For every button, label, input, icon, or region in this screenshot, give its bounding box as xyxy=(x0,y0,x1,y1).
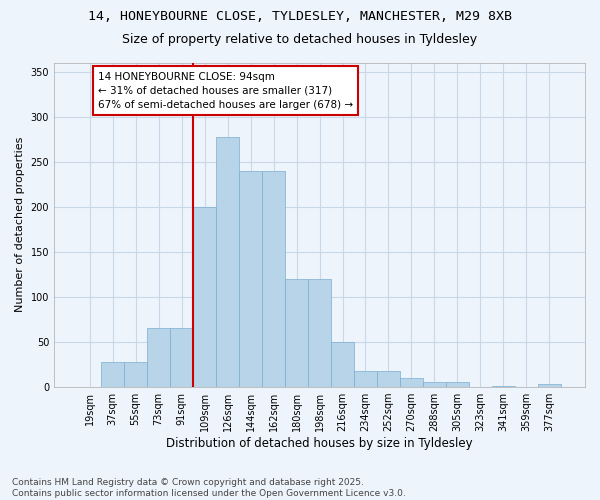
Text: Size of property relative to detached houses in Tyldesley: Size of property relative to detached ho… xyxy=(122,32,478,46)
X-axis label: Distribution of detached houses by size in Tyldesley: Distribution of detached houses by size … xyxy=(166,437,473,450)
Bar xyxy=(308,279,331,387)
Bar xyxy=(492,386,515,387)
Bar xyxy=(216,138,239,387)
Bar xyxy=(400,378,423,387)
Text: Contains HM Land Registry data © Crown copyright and database right 2025.
Contai: Contains HM Land Registry data © Crown c… xyxy=(12,478,406,498)
Bar xyxy=(423,382,446,387)
Bar xyxy=(285,279,308,387)
Y-axis label: Number of detached properties: Number of detached properties xyxy=(15,137,25,312)
Bar xyxy=(377,371,400,387)
Bar xyxy=(262,170,285,387)
Bar xyxy=(193,207,216,387)
Text: 14, HONEYBOURNE CLOSE, TYLDESLEY, MANCHESTER, M29 8XB: 14, HONEYBOURNE CLOSE, TYLDESLEY, MANCHE… xyxy=(88,10,512,23)
Bar xyxy=(170,328,193,387)
Bar xyxy=(124,362,147,387)
Bar xyxy=(101,362,124,387)
Bar xyxy=(538,384,561,387)
Bar xyxy=(239,170,262,387)
Bar xyxy=(147,328,170,387)
Bar xyxy=(354,371,377,387)
Bar xyxy=(446,382,469,387)
Text: 14 HONEYBOURNE CLOSE: 94sqm
← 31% of detached houses are smaller (317)
67% of se: 14 HONEYBOURNE CLOSE: 94sqm ← 31% of det… xyxy=(98,72,353,110)
Bar xyxy=(331,342,354,387)
